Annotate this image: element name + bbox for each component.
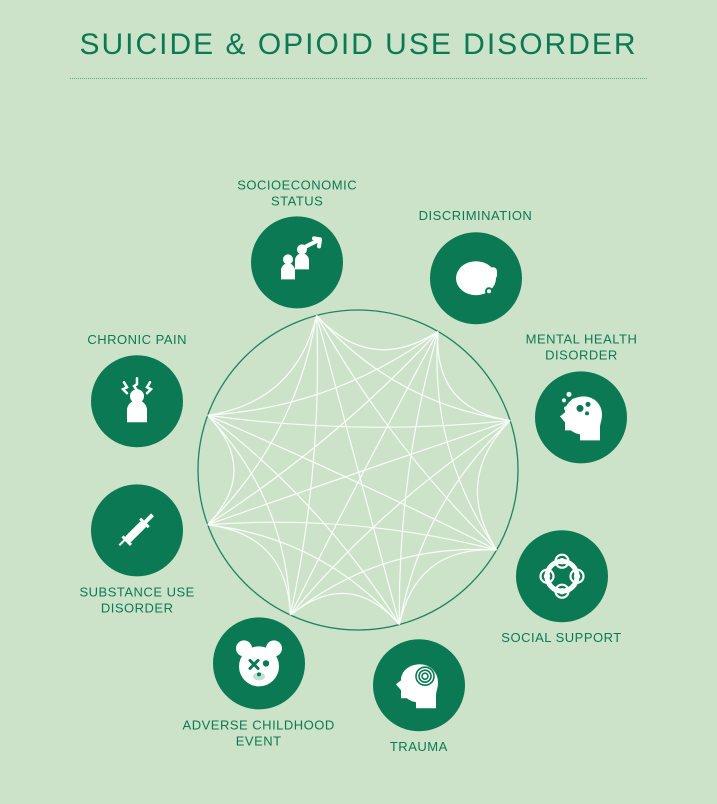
syringe-icon — [91, 485, 183, 577]
factor-label-adverse-childhood: ADVERSE CHILDHOOD EVENT — [179, 717, 339, 748]
factor-label-trauma: TRAUMA — [339, 739, 499, 755]
factor-label-socioeconomic: SOCIOECONOMIC STATUS — [217, 177, 377, 208]
factor-mental-health: MENTAL HEALTH DISORDER — [501, 332, 661, 463]
support-ring-icon — [516, 530, 608, 622]
socioeconomic-icon — [251, 217, 343, 309]
factor-label-chronic-pain: CHRONIC PAIN — [57, 332, 217, 348]
head-dots-icon — [535, 371, 627, 463]
factor-chronic-pain: CHRONIC PAIN — [57, 332, 217, 448]
factor-label-mental-health: MENTAL HEALTH DISORDER — [501, 332, 661, 363]
factor-substance-use: SUBSTANCE USE DISORDER — [57, 485, 217, 616]
factor-socioeconomic: SOCIOECONOMIC STATUS — [217, 177, 377, 308]
factor-social-support: SOCIAL SUPPORT — [482, 530, 642, 646]
teddy-icon — [213, 617, 305, 709]
factor-label-social-support: SOCIAL SUPPORT — [482, 630, 642, 646]
factor-label-discrimination: DISCRIMINATION — [396, 209, 556, 225]
fist-icon — [430, 232, 522, 324]
pain-icon — [91, 355, 183, 447]
factor-label-substance-use: SUBSTANCE USE DISORDER — [57, 585, 217, 616]
factor-adverse-childhood: ADVERSE CHILDHOOD EVENT — [179, 617, 339, 748]
head-target-icon — [373, 639, 465, 731]
factor-trauma: TRAUMA — [339, 639, 499, 755]
factor-discrimination: DISCRIMINATION — [396, 209, 556, 325]
factor-diagram: SOCIOECONOMIC STATUS DISCRIMINATION — [0, 0, 717, 804]
